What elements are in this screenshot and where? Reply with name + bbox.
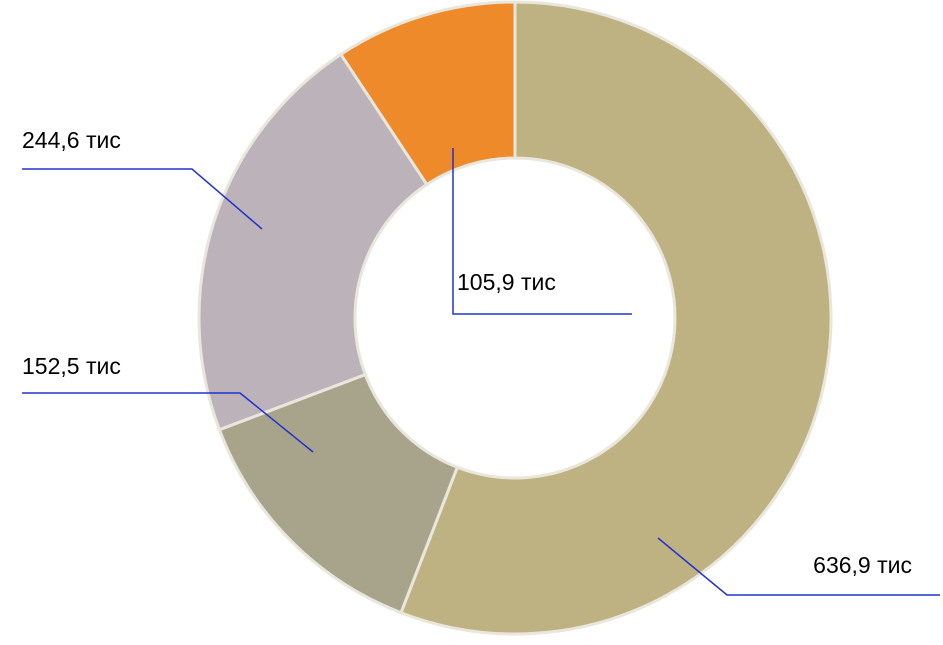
leader-line-3 bbox=[452, 148, 632, 315]
donut-slice-2 bbox=[197, 52, 429, 432]
leader-line-1 bbox=[22, 392, 314, 453]
donut-slice-0 bbox=[399, 0, 833, 636]
data-label-0: 636,9 тис bbox=[813, 552, 912, 578]
data-label-1: 152,5 тис bbox=[22, 353, 121, 379]
donut-slice-3 bbox=[338, 0, 517, 187]
leader-line-0 bbox=[657, 537, 940, 596]
leader-line-2 bbox=[22, 168, 263, 230]
data-label-2: 244,6 тис bbox=[22, 127, 121, 153]
donut-slice-1 bbox=[217, 372, 460, 615]
data-label-3: 105,9 тис bbox=[457, 269, 556, 295]
